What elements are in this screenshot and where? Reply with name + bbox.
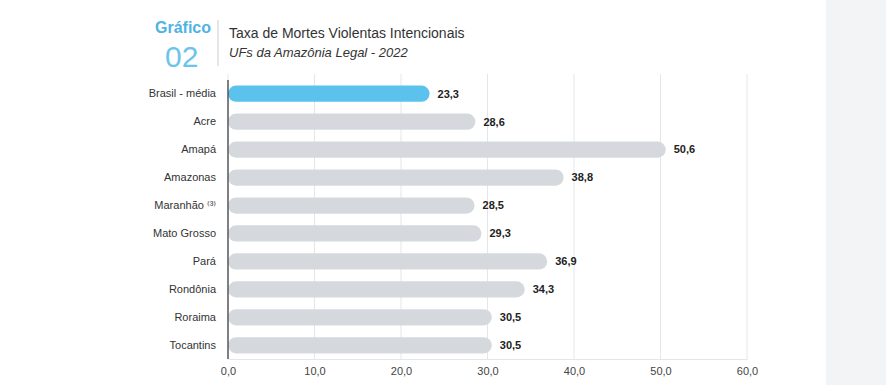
y-tick-label: Brasil - média [149,87,217,99]
data-label: 30,5 [500,311,521,323]
data-label: 28,5 [483,199,504,211]
x-tick: 40,0 [564,359,585,377]
y-tick: Maranhão ⁽³⁾ [154,199,228,211]
y-tick-label: Maranhão ⁽³⁾ [154,199,216,211]
bar [228,169,564,185]
x-tick-label: 50,0 [650,365,671,377]
bar [228,86,430,102]
data-label: 38,8 [572,171,593,183]
bar [228,281,525,297]
data-label: 30,5 [500,339,521,351]
x-tick: 60,0 [737,359,758,377]
data-label: 29,3 [489,227,510,239]
grid-line [228,74,229,359]
x-tick: 0,0 [221,359,236,377]
title: Taxa de Mortes Violentas Intencionais [229,25,465,41]
x-tick-label: 10,0 [304,365,325,377]
x-tick-label: 20,0 [391,365,412,377]
x-tick-label: 30,0 [477,365,498,377]
data-label: 36,9 [555,255,576,267]
bar [228,309,492,325]
data-label: 28,6 [483,116,504,128]
y-tick-label: Amazonas [164,171,216,183]
grid-line [574,74,575,359]
bar [228,142,666,158]
x-tick: 20,0 [391,359,412,377]
bar [228,114,475,130]
bar [228,253,547,269]
grid-line [660,74,661,359]
y-axis: Brasil - média Acre Amapá Amazonas Maranhão … [149,80,228,359]
y-tick: Roraima [174,311,228,323]
figure-label: Gráfico [155,19,211,36]
y-tick: Brasil - média [149,87,228,99]
data-label: 23,3 [438,88,459,100]
y-tick-label: Acre [193,115,216,127]
bar [228,225,481,241]
y-tick: Amapá [181,143,228,155]
figure-number: 02 [165,40,198,73]
data-label: 34,3 [533,283,554,295]
x-tick-label: 0,0 [221,365,236,377]
y-tick-label: Roraima [174,311,216,323]
y-tick: Amazonas [164,171,228,183]
bar [228,337,492,353]
side-panel [826,0,886,385]
y-tick: Mato Grosso [153,227,228,239]
x-axis-line [229,359,748,360]
y-tick-label: Pará [193,255,217,267]
chart: Gráfico 02 Taxa de Mortes Violentas Intenc… [0,0,886,385]
x-tick: 10,0 [304,359,325,377]
y-tick: Rondônia [169,283,228,295]
data-labels: 23,3 28,6 50,6 38,8 28,5 29,3 36,9 34,3 30,5 30,5 [438,88,696,352]
x-tick: 30,0 [477,359,498,377]
y-tick-label: Rondônia [169,283,217,295]
grid [228,74,747,359]
y-tick: Acre [193,115,228,127]
data-label: 50,6 [674,143,695,155]
y-tick-label: Mato Grosso [153,227,216,239]
y-tick: Pará [193,255,228,267]
bar [228,197,475,213]
x-axis: 0,0 10,0 20,0 30,0 40,0 50,0 60,0 [221,359,758,377]
grid-line [747,74,748,359]
y-tick-label: Amapá [181,143,217,155]
heading-separator [218,20,219,66]
y-axis-line [227,80,228,359]
x-tick-label: 60,0 [737,365,758,377]
x-tick: 50,0 [650,359,671,377]
bars [228,86,666,354]
x-tick-label: 40,0 [564,365,585,377]
y-tick: Tocantins [170,339,228,351]
y-tick-label: Tocantins [170,339,217,351]
subtitle: UFs da Amazônia Legal - 2022 [229,45,409,60]
